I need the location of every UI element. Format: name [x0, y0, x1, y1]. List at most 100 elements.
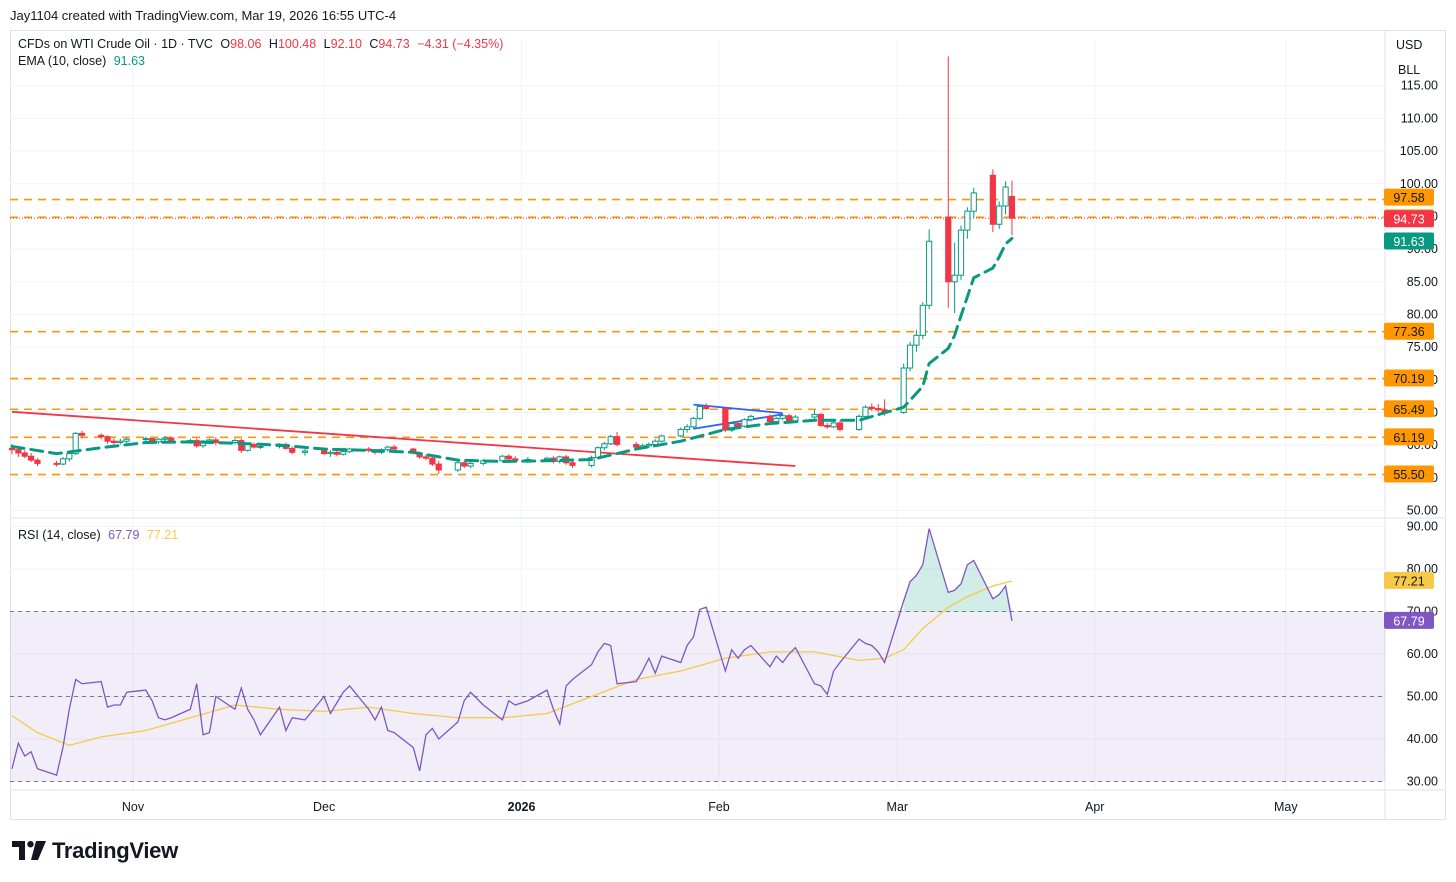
candle-body [868, 406, 875, 410]
candle-body [1008, 195, 1016, 219]
candle-body [633, 443, 640, 448]
candle-body [900, 367, 907, 413]
candle-body [28, 455, 35, 461]
price-tick-label: 85.00 [1407, 275, 1438, 289]
tradingview-logo[interactable]: TradingView [12, 838, 178, 864]
candle-body [98, 434, 105, 438]
price-tick-label: 115.00 [1401, 79, 1438, 93]
open-value: 98.06 [230, 37, 262, 51]
candle-body [110, 440, 118, 444]
ema-label: EMA (10, close) [18, 54, 107, 68]
price-tags: 97.5894.8677.3670.1965.4961.1955.5094.73… [1384, 188, 1434, 629]
rsi-tick-label: 60.00 [1407, 647, 1438, 661]
high-value: 100.48 [277, 37, 317, 51]
candle-body [289, 447, 296, 453]
price-tick-label: 110.00 [1401, 111, 1438, 125]
ema-value: 91.63 [113, 54, 145, 68]
rsi-tick-label: 40.00 [1407, 732, 1438, 746]
candle-body [53, 462, 60, 465]
candle-body [926, 240, 933, 306]
candle-body [422, 456, 430, 459]
x-tick-label: May [1274, 800, 1298, 814]
level-tag: 61.19 [1393, 431, 1424, 445]
price-tick-label: 75.00 [1407, 340, 1438, 354]
candle-body [645, 443, 653, 447]
candle-body [461, 462, 468, 467]
rsi-value: 67.79 [108, 528, 140, 542]
close-label: C [369, 37, 379, 51]
candle-body [161, 437, 168, 440]
candle-body [238, 440, 245, 451]
candle-body [384, 446, 391, 451]
candle-body [333, 451, 340, 455]
candlesticks [8, 56, 1016, 474]
candle-body [78, 432, 86, 436]
candle-body [117, 440, 124, 444]
price-tick-label: 100.00 [1400, 177, 1438, 191]
tradingview-logo-icon [12, 841, 46, 860]
candle-body [257, 445, 264, 448]
candle-body [454, 462, 461, 471]
candle-body [734, 423, 742, 427]
candle-body [875, 408, 882, 411]
chart-credit: Jay1104 created with TradingView.com, Ma… [10, 8, 397, 23]
candle-body [951, 274, 958, 283]
ema-legend: EMA (10, close) 91.63 [18, 54, 149, 68]
rsi-lines [11, 528, 1013, 776]
candle-body [989, 174, 996, 225]
candle-body [785, 415, 793, 422]
candle-body [836, 422, 844, 430]
level-tag-bg [1384, 465, 1434, 483]
candle-body [320, 450, 328, 455]
price-legend: CFDs on WTI Crude Oil · 1D · TVC O98.06 … [18, 37, 507, 51]
ema-tag-bg [1384, 232, 1434, 250]
candle-body [906, 344, 914, 369]
candle-body [15, 449, 22, 454]
change-value: −4.31 (−4.35%) [417, 37, 504, 51]
rsi-ma-tag: 77.21 [1393, 574, 1424, 588]
candle-body [677, 428, 684, 437]
x-tick-label: Feb [708, 800, 730, 814]
price-tick-label: 50.00 [1407, 503, 1438, 517]
candle-body [505, 455, 512, 460]
candle-body [467, 462, 474, 467]
candle-body [435, 463, 442, 471]
x-tick-label: Apr [1085, 800, 1104, 814]
rsi-tag-bg [1384, 611, 1434, 629]
candle-body [429, 457, 436, 465]
level-tag-bg [1384, 400, 1434, 418]
candle-body [913, 334, 920, 346]
x-tick-label: Mar [887, 800, 909, 814]
grid [10, 30, 1446, 820]
candle-body [8, 447, 16, 451]
candle-body [766, 415, 774, 423]
level-tag: 77.36 [1393, 325, 1424, 339]
rsi-legend: RSI (14, close) 67.79 77.21 [18, 528, 182, 542]
price-tick-label: 80.00 [1407, 307, 1438, 321]
candle-body [919, 304, 926, 336]
candle-body [569, 462, 576, 466]
rsi-ma-value: 77.21 [146, 528, 179, 542]
currency-label[interactable]: USD [1396, 38, 1423, 52]
candle-body [703, 406, 710, 410]
candle-body [824, 425, 831, 428]
candle-body [301, 450, 309, 453]
unit-label[interactable]: BLL [1398, 63, 1421, 77]
candle-body [1002, 186, 1009, 207]
level-tag: 55.50 [1393, 468, 1424, 482]
rsi-tag: 67.79 [1393, 614, 1424, 628]
rsi-line [11, 528, 1013, 776]
candle-body [690, 417, 697, 428]
level-tag-bg [1384, 188, 1434, 206]
rsi-label: RSI (14, close) [18, 528, 101, 542]
candle-body [658, 435, 665, 442]
x-tick-label: 2026 [508, 800, 536, 814]
candle-body [773, 417, 780, 423]
candle-body [996, 205, 1003, 225]
candle-body [607, 436, 614, 445]
candle-body [830, 422, 837, 428]
candle-body [327, 451, 334, 455]
last-price-tag-bg [1384, 210, 1434, 228]
level-tag: 65.49 [1393, 403, 1424, 417]
